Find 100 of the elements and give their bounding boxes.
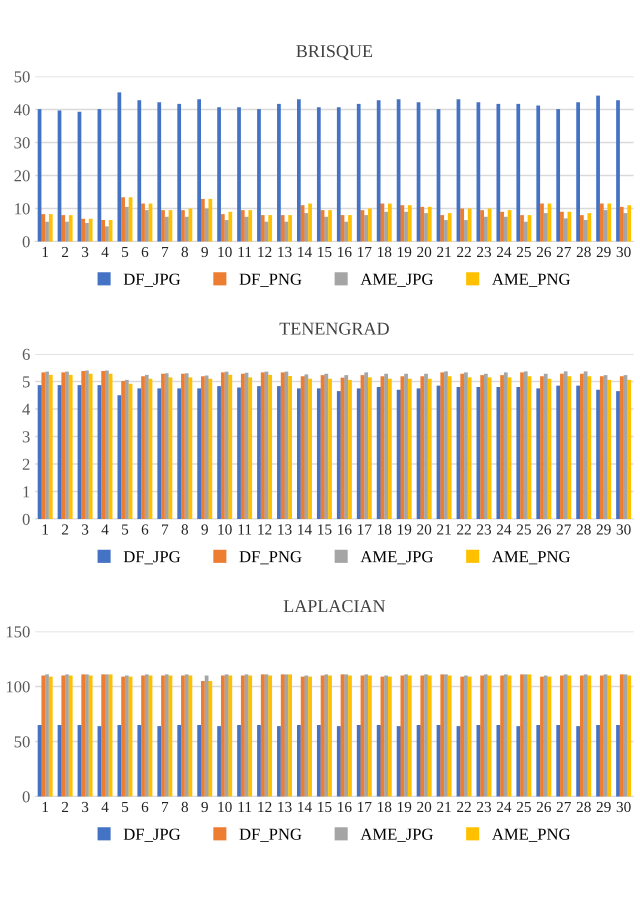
bar (600, 676, 604, 796)
bar (81, 218, 86, 242)
bar (336, 726, 341, 796)
bar (208, 198, 212, 242)
bar (348, 676, 352, 796)
bar (364, 215, 368, 242)
bar (224, 220, 228, 242)
x-tick-label: 29 (596, 524, 611, 535)
bar (157, 726, 162, 796)
bar (248, 676, 252, 796)
bar (260, 372, 265, 519)
bar (197, 388, 202, 519)
bar (488, 676, 492, 796)
bar (48, 214, 53, 242)
bar (624, 213, 628, 242)
bar (128, 197, 132, 242)
bar (184, 373, 189, 519)
bar (105, 674, 109, 796)
bar (356, 388, 361, 519)
bar (428, 378, 432, 519)
bar (520, 215, 524, 242)
bar (58, 110, 62, 242)
bar (356, 104, 361, 242)
bar (308, 204, 312, 242)
bar (81, 674, 86, 796)
bar (600, 376, 604, 519)
bar (576, 726, 580, 796)
x-tick-label: 3 (82, 524, 88, 535)
bar (504, 216, 508, 242)
bar (38, 385, 42, 519)
bar (480, 676, 484, 796)
bar (544, 213, 548, 242)
bar (500, 375, 504, 519)
bar (288, 376, 292, 519)
bar (177, 725, 182, 796)
bar (380, 204, 384, 242)
bar (240, 374, 245, 519)
bar (408, 676, 412, 796)
bar (364, 674, 368, 796)
bar (344, 375, 348, 519)
bar (164, 674, 169, 796)
bar (420, 206, 424, 242)
bar (300, 205, 304, 242)
bar (85, 674, 89, 796)
bar (101, 371, 106, 519)
bar (540, 204, 544, 242)
x-tick-label: 8 (182, 802, 188, 812)
legend-label: AME_JPG (360, 274, 433, 287)
x-tick-label: 14 (298, 524, 312, 534)
bar (607, 676, 612, 796)
bar (576, 386, 580, 519)
bar (504, 372, 508, 519)
bar (308, 378, 312, 519)
bar (448, 676, 452, 796)
x-tick-label: 23 (477, 524, 492, 535)
bar (240, 210, 245, 242)
bar (324, 374, 328, 519)
x-tick-label: 18 (378, 246, 392, 258)
bar (288, 674, 292, 796)
bar (388, 378, 392, 519)
x-tick-label: 8 (182, 246, 188, 258)
x-tick-label: 30 (616, 802, 631, 812)
bar (616, 725, 620, 796)
bar (177, 104, 182, 242)
bar (98, 109, 102, 242)
x-tick-label: 19 (398, 246, 412, 258)
bar (607, 204, 612, 242)
bar (400, 676, 404, 796)
bar (61, 372, 66, 519)
bar (117, 92, 122, 242)
bar (121, 380, 125, 519)
bar (197, 99, 202, 242)
bar (396, 726, 400, 796)
bar (117, 395, 122, 519)
bar (488, 377, 492, 519)
bar (244, 674, 248, 796)
bar (204, 208, 208, 242)
legend-label: DF_JPG (124, 551, 180, 564)
bar (484, 374, 488, 519)
bar (264, 222, 268, 242)
bar (396, 390, 400, 519)
bar (85, 370, 89, 519)
x-tick-label: 5 (122, 524, 128, 535)
bar (41, 214, 46, 242)
bar (148, 676, 152, 796)
bar (284, 372, 288, 519)
chart-title: LAPLACIAN (284, 600, 386, 612)
bar (181, 210, 185, 242)
bar (268, 215, 272, 242)
x-tick-label: 29 (596, 246, 611, 258)
bar (85, 223, 89, 242)
bar (508, 210, 512, 242)
bar (460, 208, 464, 242)
x-tick-label: 16 (338, 246, 352, 258)
bar (548, 676, 552, 796)
legend-label: DF_PNG (240, 274, 302, 287)
x-tick-label: 28 (576, 524, 591, 535)
bar (117, 725, 122, 796)
bar (224, 674, 228, 796)
bar (336, 391, 341, 519)
